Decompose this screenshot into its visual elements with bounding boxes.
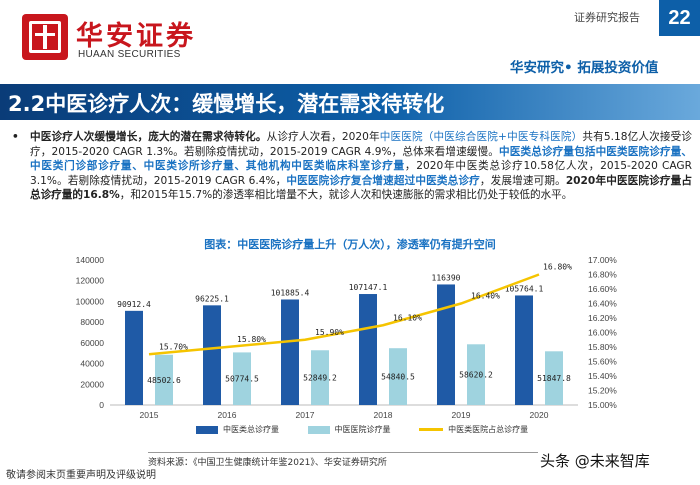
legend-label: 中医类总诊疗量 — [223, 425, 279, 434]
data-label-hospital: 48502.6 — [147, 376, 181, 385]
data-label-hospital: 50774.5 — [225, 375, 259, 384]
y2-tick-label: 16.20% — [588, 313, 617, 323]
highlight-span: 中医医院（中医综合医院+中医专科医院） — [379, 131, 583, 143]
body-paragraph: • 中医诊疗人次缓慢增长，庞大的潜在需求待转化。从诊疗人次看，2020年中医医院… — [6, 130, 692, 203]
section-title-bar: 2.2中医诊疗人次：缓慢增长，潜在需求待转化 — [0, 84, 700, 120]
x-tick-label: 2020 — [530, 410, 549, 420]
text-span: ，2020年中医类总诊疗10.58亿人次，2015-2020 CAGR 3.1%… — [30, 160, 692, 187]
y-tick-label: 60000 — [80, 338, 104, 348]
logo-text-cn: 华安证券 — [76, 21, 196, 52]
watermark-text: 头条 @未来智库 — [540, 452, 650, 470]
y-tick-label: 20000 — [80, 379, 104, 389]
data-label-total: 96225.1 — [195, 294, 229, 303]
data-label-total: 101885.4 — [271, 288, 310, 297]
y-tick-label: 80000 — [80, 317, 104, 327]
y2-tick-label: 16.80% — [588, 270, 617, 280]
x-tick-label: 2017 — [296, 410, 315, 420]
legend-swatch — [419, 428, 444, 431]
data-label-hospital: 58620.2 — [459, 371, 493, 380]
report-type-label: 证券研究报告 — [574, 11, 640, 24]
page-number: 22 — [659, 0, 700, 36]
lead-sentence: 中医诊疗人次缓慢增长，庞大的潜在需求待转化。 — [30, 131, 267, 143]
combo-chart: 0 20000 40000 60000 80000 100000 120000 140000 1… — [76, 255, 618, 420]
bar-hospital-visits — [155, 354, 173, 405]
y-tick-label: 120000 — [76, 276, 105, 286]
y2-tick-label: 15.60% — [588, 357, 617, 367]
y2-tick-label: 16.00% — [588, 328, 617, 338]
data-label-rate: 16.10% — [393, 313, 422, 322]
chart-title: 图表：中医医院诊疗量上升（万人次），渗透率仍有提升空间 — [204, 238, 496, 251]
footer-disclaimer: 敬请参阅末页重要声明及评级说明 — [6, 470, 156, 481]
legend-swatch — [196, 425, 218, 434]
y-tick-label: 100000 — [76, 296, 105, 306]
y-tick-label: 0 — [99, 400, 104, 410]
bar-total-visits — [515, 295, 533, 405]
data-label-rate: 15.90% — [315, 328, 344, 337]
legend-swatch — [307, 425, 330, 434]
x-tick-label: 2019 — [452, 410, 471, 420]
legend-item: 中医医院诊疗量 — [307, 424, 391, 435]
section-title: 2.2中医诊疗人次：缓慢增长，潜在需求待转化 — [8, 92, 445, 116]
bar-total-visits — [281, 299, 299, 405]
y2-tick-label: 15.80% — [588, 342, 617, 352]
bar-hospital-visits — [389, 348, 407, 405]
data-label-total: 105764.1 — [505, 284, 544, 293]
bar-hospital-visits — [311, 350, 329, 405]
y2-tick-label: 17.00% — [588, 255, 617, 265]
legend-item: 中医类总诊疗量 — [196, 424, 279, 435]
text-span: ，发展增速可期。 — [479, 174, 566, 187]
bar-total-visits — [359, 294, 377, 405]
bar-total-visits — [125, 310, 143, 405]
y2-tick-label: 15.20% — [588, 386, 617, 396]
highlight-span: 中医类总诊疗量包括中医类医院诊疗量、中医类门诊部诊疗量、中医类诊所诊疗量、其他机… — [30, 145, 693, 173]
bullet-icon: • — [12, 131, 19, 143]
line-penetration-rate — [148, 273, 540, 356]
legend-label: 中医类医院占总诊疗量 — [448, 425, 529, 434]
x-tick-label: 2016 — [218, 410, 237, 420]
y2-tick-label: 16.40% — [588, 299, 617, 309]
paragraph-text: 中医诊疗人次缓慢增长，庞大的潜在需求待转化。从诊疗人次看，2020年中医医院（中… — [30, 130, 692, 203]
data-label-hospital: 52849.2 — [303, 374, 337, 383]
bar-total-visits — [203, 305, 221, 405]
text-span: 共有5.18亿人次接受诊疗，2015-2020 CAGR 1.3%。若剔除疫情扰… — [30, 131, 692, 158]
data-label-rate: 16.40% — [471, 292, 500, 301]
data-label-hospital: 51847.8 — [537, 374, 571, 383]
report-header: 华安证券 HUAAN SECURITIES 证券研究报告 22 华安研究• 拓展… — [0, 0, 700, 76]
y-tick-label: 140000 — [76, 255, 105, 265]
highlight-span: 中医医院诊疗复合增速超过中医类总诊疗 — [286, 174, 480, 187]
text-span: ，和2015年15.7%的渗透率相比增量不大，就诊人次和快速膨胀的需求相比仍处于… — [119, 189, 573, 201]
bar-hospital-visits — [467, 344, 485, 405]
data-label-rate: 16.80% — [543, 263, 572, 272]
x-tick-label: 2018 — [374, 410, 393, 420]
y2-tick-label: 15.00% — [588, 400, 617, 410]
bold-span: 2020年中医医院诊疗量占总诊疗量的16.8% — [30, 174, 693, 202]
text-span: 从诊疗人次看，2020年 — [266, 131, 380, 143]
data-label-hospital: 54840.5 — [381, 373, 415, 382]
slogan: 华安研究• 拓展投资价值 — [510, 60, 659, 76]
chart-legend: 中医类总诊疗量 中医医院诊疗量 中医类医院占总诊疗量 — [196, 424, 554, 438]
logo-text-en: HUAAN SECURITIES — [78, 49, 181, 60]
y2-tick-label: 16.60% — [588, 284, 617, 294]
data-label-rate: 15.70% — [159, 342, 188, 351]
data-label-total: 90912.4 — [117, 300, 151, 309]
data-label-total: 116390 — [432, 273, 461, 282]
data-label-rate: 15.80% — [237, 335, 266, 344]
y-tick-label: 40000 — [80, 359, 104, 369]
x-tick-label: 2015 — [140, 410, 159, 420]
data-label-total: 107147.1 — [349, 283, 388, 292]
y2-tick-label: 15.40% — [588, 371, 617, 381]
bar-hospital-visits — [233, 352, 251, 405]
legend-label: 中医医院诊疗量 — [334, 425, 391, 434]
source-note: 资料来源：《中国卫生健康统计年鉴2021》、华安证券研究所 — [148, 452, 538, 468]
bar-total-visits — [437, 284, 455, 405]
bar-hospital-visits — [545, 351, 563, 405]
legend-item: 中医类医院占总诊疗量 — [419, 424, 528, 435]
company-logo-icon — [22, 14, 68, 60]
